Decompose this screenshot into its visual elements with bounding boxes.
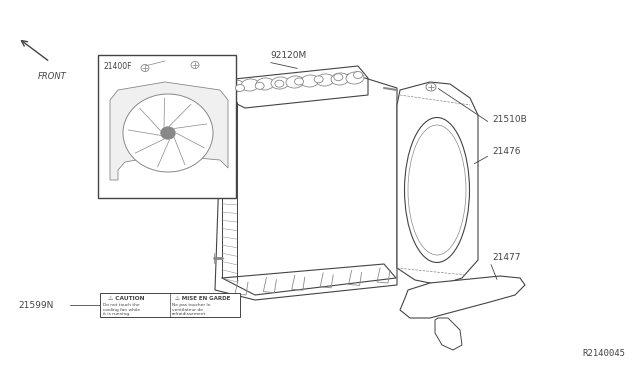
Ellipse shape (161, 127, 175, 139)
Polygon shape (397, 82, 478, 285)
Text: ⚠ MISE EN GARDE: ⚠ MISE EN GARDE (175, 296, 230, 301)
Ellipse shape (314, 76, 323, 83)
Bar (98, 55, 236, 198)
Ellipse shape (241, 79, 259, 91)
Polygon shape (400, 276, 525, 318)
Text: 92120M: 92120M (270, 51, 307, 60)
Ellipse shape (294, 78, 303, 85)
Ellipse shape (353, 71, 362, 78)
Text: Ne pas toucher le
ventilateur de
refroidissement.: Ne pas toucher le ventilateur de refroid… (172, 303, 211, 316)
Polygon shape (215, 74, 397, 300)
Bar (100, 293, 240, 317)
Ellipse shape (123, 94, 213, 172)
Ellipse shape (426, 83, 436, 91)
Ellipse shape (236, 84, 244, 92)
Ellipse shape (141, 64, 149, 71)
Ellipse shape (301, 75, 319, 87)
Ellipse shape (191, 61, 199, 68)
Polygon shape (435, 318, 462, 350)
Ellipse shape (255, 82, 264, 89)
Ellipse shape (404, 118, 470, 263)
Text: 21599N: 21599N (18, 301, 53, 310)
Text: R2140045: R2140045 (582, 349, 625, 358)
Text: 21400F: 21400F (104, 62, 132, 71)
Text: 21477: 21477 (492, 253, 520, 263)
Text: 21510B: 21510B (492, 115, 527, 125)
Ellipse shape (408, 125, 466, 255)
Ellipse shape (271, 77, 289, 89)
Ellipse shape (275, 80, 284, 87)
Ellipse shape (346, 72, 364, 84)
Ellipse shape (226, 80, 244, 92)
Polygon shape (110, 82, 228, 180)
Ellipse shape (331, 73, 349, 85)
Text: Do not touch the
cooling fan while
it is running.: Do not touch the cooling fan while it is… (103, 303, 140, 316)
Ellipse shape (256, 78, 274, 90)
Text: ⚠ CAUTION: ⚠ CAUTION (108, 296, 145, 301)
Text: FRONT: FRONT (38, 72, 67, 81)
Ellipse shape (334, 74, 343, 81)
Text: 21476: 21476 (492, 148, 520, 157)
Ellipse shape (316, 74, 334, 86)
Ellipse shape (286, 76, 304, 88)
